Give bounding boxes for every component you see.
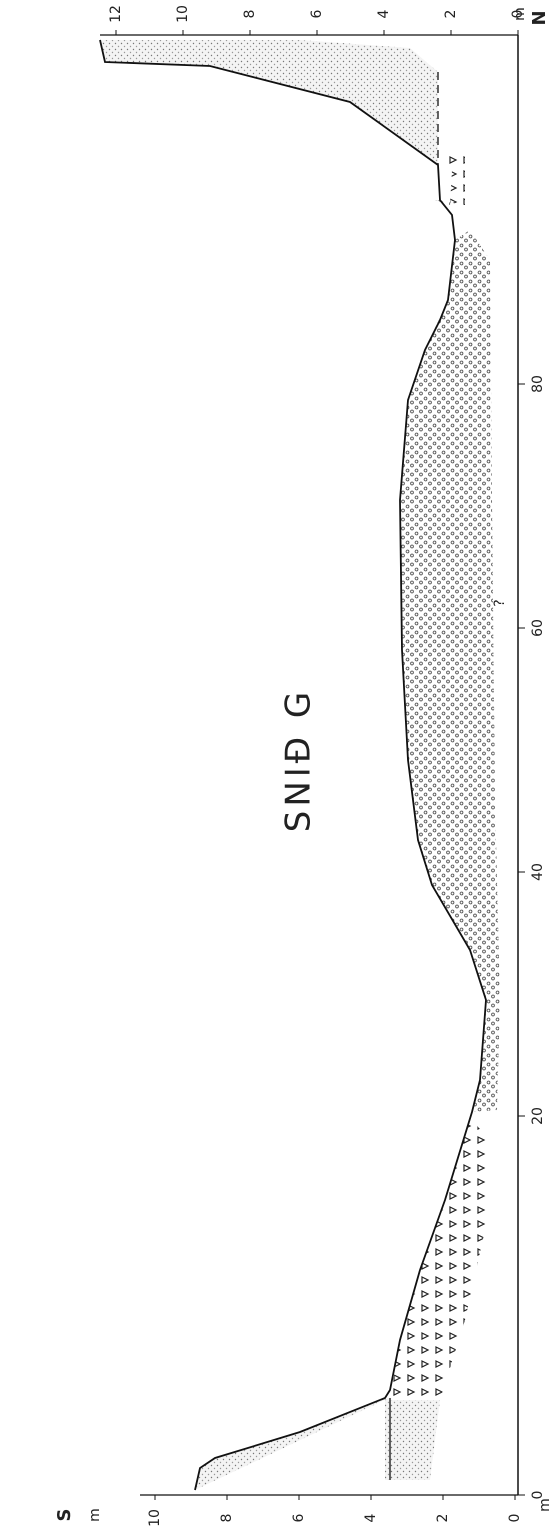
- distance-tick-label: 40: [530, 863, 546, 881]
- south-label: S: [54, 1509, 75, 1522]
- distance-tick-label: 80: [530, 375, 546, 393]
- left-tick-label: 10: [147, 1509, 163, 1527]
- gravel-fill: [400, 230, 500, 1112]
- left-tick-label: 0: [507, 1514, 523, 1523]
- rubble-south: [390, 1118, 490, 1400]
- query-mark: ?: [492, 599, 508, 606]
- distance-tick-label: 0: [530, 1491, 546, 1500]
- title: SNIĐ G: [279, 688, 319, 833]
- rubble-north: [435, 150, 465, 205]
- right-tick-label: 12: [108, 5, 124, 23]
- right-tick-label: 0: [510, 10, 526, 19]
- distance-tick-label: 60: [530, 619, 546, 637]
- right-tick-label: 2: [443, 10, 459, 19]
- left-tick-label: 4: [363, 1513, 379, 1522]
- surface-line: [99, 39, 487, 1491]
- right-tick-label: 4: [376, 9, 392, 18]
- north-label: N: [529, 10, 550, 25]
- right-unit: m: [512, 7, 528, 21]
- left-unit: m: [87, 1508, 103, 1522]
- left-tick-label: 2: [435, 1514, 451, 1523]
- right-tick-label: 10: [175, 5, 191, 23]
- left-tick-label: 8: [219, 1514, 235, 1523]
- sand-north: [100, 40, 438, 165]
- labels: SNIĐ G S Nm m m? 0 2 4 6 8 10 0 2 4 6 8 10 12 0 20 40 60 80: [54, 5, 552, 1527]
- left-tick-label: 6: [291, 1513, 307, 1522]
- distance-unit: m: [537, 1498, 552, 1512]
- right-tick-label: 6: [309, 9, 325, 18]
- right-tick-label: 8: [242, 10, 258, 19]
- distance-tick-label: 20: [530, 1107, 546, 1125]
